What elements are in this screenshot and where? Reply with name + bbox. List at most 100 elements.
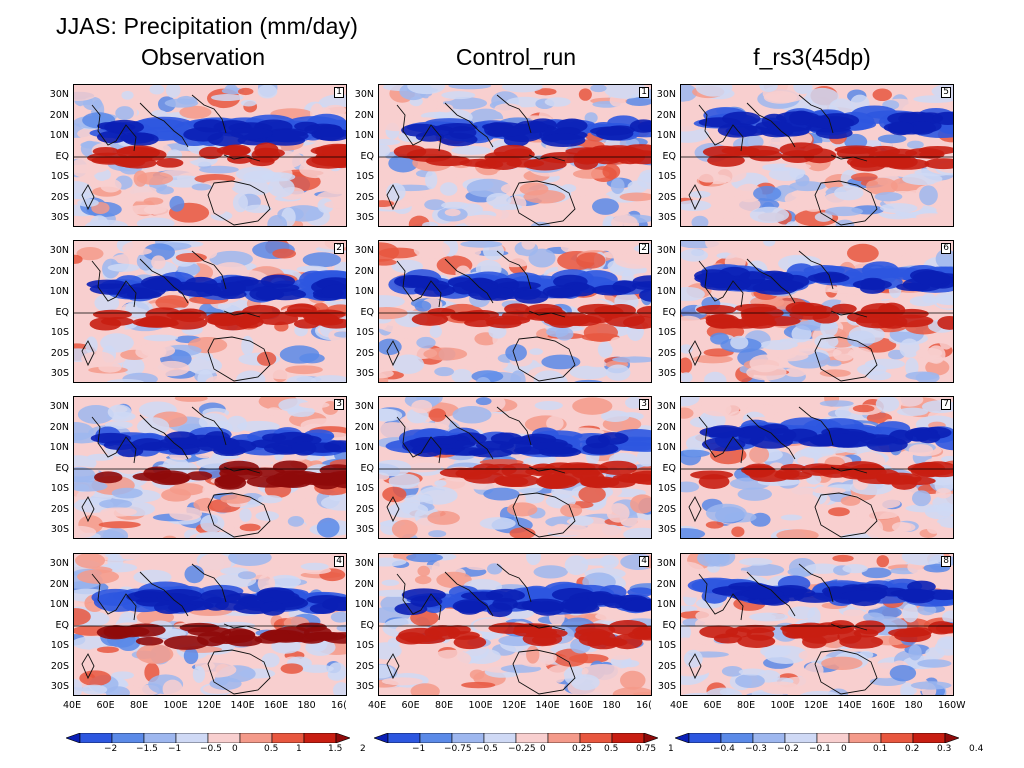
field-blob: [279, 345, 320, 364]
lon-tick-label: 120E: [804, 700, 829, 711]
field-blob: [233, 330, 264, 341]
field-blob: [806, 571, 842, 582]
field-blob: [379, 247, 420, 259]
field-blob: [74, 157, 100, 178]
field-blob: [424, 199, 446, 211]
field-blob: [74, 480, 108, 492]
field-blob: [82, 96, 103, 111]
field-blob: [99, 499, 133, 509]
field-band-blob: [493, 127, 531, 137]
field-band-blob: [124, 623, 166, 637]
field-blob: [100, 179, 122, 193]
field-blob: [681, 481, 700, 493]
field-blob: [682, 258, 698, 275]
field-blob: [917, 659, 952, 668]
field-blob: [630, 494, 651, 514]
field-blob: [440, 182, 458, 196]
lat-tick-label: 10S: [355, 640, 374, 651]
field-blob: [429, 325, 442, 338]
field-blob: [703, 371, 727, 382]
field-blob: [681, 407, 694, 419]
field-blob: [430, 649, 472, 669]
lat-tick-label: 30N: [49, 89, 69, 100]
field-band-blob: [698, 474, 730, 489]
field-blob: [681, 372, 693, 382]
field-blob: [681, 561, 705, 579]
field-blob: [526, 554, 541, 566]
field-blob: [926, 521, 942, 534]
field-blob: [683, 649, 703, 668]
field-blob: [572, 397, 613, 415]
field-blob: [237, 420, 280, 432]
field-blob: [843, 609, 866, 618]
field-blob: [519, 182, 549, 196]
field-blob: [717, 654, 749, 666]
field-blob: [74, 192, 95, 200]
field-band-blob: [713, 633, 742, 644]
field-band-blob: [214, 475, 247, 490]
field-band-blob: [187, 626, 232, 637]
field-blob: [896, 241, 937, 248]
lon-tick-label: 80E: [737, 700, 756, 711]
colorbar-swatch: [387, 733, 421, 743]
field-blob: [681, 666, 713, 675]
field-blob: [908, 444, 934, 456]
colorbar-swatch: [79, 733, 113, 743]
precip-anomaly-field: [379, 397, 651, 538]
field-blob: [161, 488, 191, 502]
field-band-blob: [218, 460, 260, 476]
field-blob: [828, 507, 850, 517]
field-blob: [237, 571, 256, 580]
field-band-blob: [174, 308, 207, 323]
colorbar-swatch: [848, 733, 882, 743]
field-blob: [417, 565, 431, 577]
field-blob: [77, 198, 99, 207]
field-band-blob: [132, 317, 178, 328]
field-blob: [610, 336, 623, 349]
field-blob: [280, 663, 304, 674]
field-band-blob: [760, 270, 788, 280]
field-band-blob: [846, 156, 885, 168]
field-band-blob: [586, 631, 616, 645]
coastline: [688, 653, 702, 680]
lat-tick-label: 20S: [657, 660, 676, 672]
lon-tick-label: 40E: [670, 700, 689, 711]
field-blob: [287, 516, 305, 527]
colorbar-swatch: [483, 733, 517, 743]
colorbar-tick-label: −1.5: [136, 744, 158, 754]
field-blob: [564, 555, 589, 575]
map-panel-exp-1: 5: [680, 84, 954, 227]
field-blob: [458, 247, 482, 258]
field-blob: [439, 328, 461, 340]
lat-tick-label: 10S: [50, 483, 69, 494]
field-blob: [461, 681, 496, 689]
field-blob: [388, 473, 420, 489]
field-blob: [407, 85, 446, 95]
lat-tick-label: EQ: [662, 150, 676, 162]
field-band-blob: [273, 470, 314, 485]
field-blob: [313, 341, 346, 354]
field-blob: [379, 557, 407, 567]
field-blob: [320, 494, 346, 511]
field-blob: [286, 375, 317, 382]
field-blob: [695, 85, 733, 97]
field-blob: [267, 215, 288, 226]
field-band-blob: [494, 474, 540, 488]
field-blob: [581, 558, 616, 566]
colorbar-swatch: [643, 733, 658, 743]
field-band-blob: [309, 309, 346, 320]
field-blob: [938, 329, 953, 350]
lat-tick-label: 30S: [657, 524, 676, 535]
field-band-blob: [198, 146, 224, 160]
panel-number: 1: [639, 87, 649, 98]
field-blob: [730, 335, 749, 350]
coastline: [814, 336, 878, 382]
field-blob: [240, 99, 257, 107]
field-band-blob: [227, 153, 253, 164]
field-blob: [449, 686, 481, 695]
field-band-blob: [741, 589, 784, 599]
lat-tick-label: 20N: [656, 578, 676, 590]
field-blob: [569, 515, 594, 526]
field-blob: [391, 259, 424, 274]
field-blob: [933, 180, 953, 189]
